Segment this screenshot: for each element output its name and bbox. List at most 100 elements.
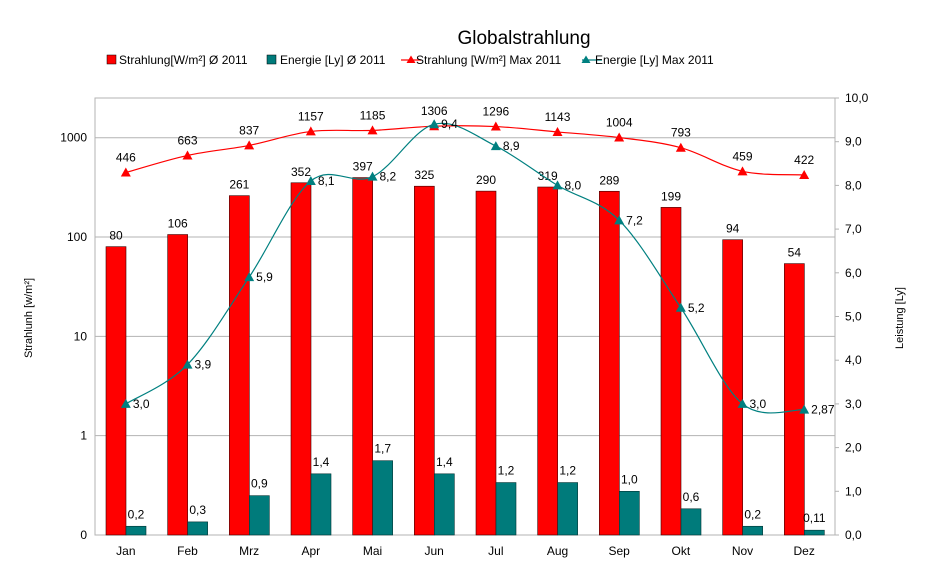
- y-right-tick-label: 9,0: [845, 135, 862, 149]
- y-axis-left-label: Strahlunh [w/m²]: [23, 278, 35, 358]
- marker-strahlung-max: [182, 150, 193, 160]
- bar-energie-avg: [249, 495, 270, 536]
- bar-energie-avg: [310, 473, 332, 536]
- point-label-energie-max: 5,9: [256, 270, 273, 284]
- y-left-tick-label: 1000: [60, 131, 87, 145]
- bar-label-energie-avg: 0,6: [683, 490, 700, 504]
- bar-energie-avg: [125, 525, 147, 536]
- x-tick-label: Aug: [547, 544, 568, 558]
- point-label-energie-max: 2,87: [811, 403, 835, 417]
- bar-label-energie-avg: 0,3: [189, 503, 206, 517]
- plot-frame: [94, 97, 836, 536]
- y-left-tick-label: 0: [80, 528, 87, 542]
- marker-energie-max: [120, 398, 131, 408]
- x-tick-label: Okt: [671, 544, 690, 558]
- line-strahlung-max: [125, 125, 805, 176]
- bar-label-strahlung-avg: 397: [353, 160, 373, 174]
- bar-label-strahlung-avg: 319: [538, 169, 558, 183]
- y-right-tick-label: 0,0: [845, 528, 862, 542]
- marker-energie-max: [429, 119, 440, 129]
- bar-label-strahlung-avg: 199: [661, 189, 681, 203]
- marker-strahlung-max: [614, 132, 625, 142]
- bar-strahlung-avg: [229, 195, 250, 536]
- bar-energie-avg: [619, 490, 640, 536]
- marker-energie-max: [367, 171, 378, 181]
- x-tick-label: Feb: [177, 544, 198, 558]
- marker-strahlung-max: [737, 166, 748, 176]
- bar-label-energie-avg: 1,2: [559, 464, 576, 478]
- bar-label-strahlung-avg: 352: [291, 165, 311, 179]
- bar-label-strahlung-avg: 80: [109, 229, 123, 243]
- bar-strahlung-avg: [599, 190, 620, 536]
- marker-energie-max: [675, 302, 686, 312]
- bar-label-strahlung-avg: 325: [414, 168, 434, 182]
- marker-energie-max: [799, 404, 810, 414]
- point-label-strahlung-max: 1296: [482, 105, 509, 119]
- y-left-tick-label: 10: [74, 329, 88, 343]
- point-label-strahlung-max: 459: [732, 149, 752, 163]
- legend-swatch-strahlung-avg: [106, 54, 117, 65]
- point-label-energie-max: 9,4: [441, 117, 458, 131]
- chart-title: Globalstrahlung: [457, 28, 590, 49]
- bar-label-strahlung-avg: 106: [168, 217, 188, 231]
- bar-strahlung-avg: [167, 234, 188, 536]
- marker-strahlung-max: [675, 142, 686, 152]
- bar-label-strahlung-avg: 290: [476, 173, 496, 187]
- point-label-energie-max: 8,2: [380, 170, 397, 184]
- marker-strahlung-max: [367, 125, 378, 135]
- marker-strahlung-max: [490, 121, 501, 131]
- bar-label-energie-avg: 1,2: [498, 464, 515, 478]
- marker-energie-max: [552, 180, 563, 190]
- marker-energie-max: [244, 272, 255, 282]
- point-label-strahlung-max: 1157: [298, 109, 324, 123]
- point-label-strahlung-max: 793: [671, 126, 691, 140]
- marker-energie-max: [305, 176, 316, 186]
- line-energie-max: [125, 122, 805, 414]
- legend-marker-energie-max: [581, 55, 591, 63]
- y-right-tick-label: 5,0: [845, 310, 862, 324]
- bar-energie-avg: [804, 529, 825, 536]
- bar-energie-avg: [434, 473, 455, 536]
- bar-energie-avg: [742, 525, 763, 536]
- legend-label-strahlung-avg: Strahlung[W/m²] Ø 2011: [119, 53, 248, 67]
- marker-strahlung-max: [244, 140, 255, 150]
- bar-label-energie-avg: 0,11: [803, 511, 826, 525]
- point-label-energie-max: 3,0: [133, 397, 150, 411]
- bar-strahlung-avg: [537, 186, 558, 536]
- bar-label-energie-avg: 1,4: [313, 455, 330, 469]
- bar-strahlung-avg: [290, 182, 312, 536]
- x-tick-label: Apr: [301, 544, 320, 558]
- bar-label-strahlung-avg: 289: [599, 173, 619, 187]
- point-label-energie-max: 5,2: [688, 301, 705, 315]
- point-label-energie-max: 7,2: [626, 213, 643, 227]
- marker-strahlung-max: [305, 126, 316, 136]
- bar-energie-avg: [680, 508, 702, 536]
- point-label-strahlung-max: 446: [116, 151, 136, 165]
- legend: Strahlung[W/m²] Ø 2011 Energie [Ly] Ø 20…: [106, 53, 714, 67]
- point-label-energie-max: 8,0: [565, 178, 582, 192]
- x-tick-label: Sep: [608, 544, 630, 558]
- legend-swatch-energie-avg: [266, 54, 277, 65]
- point-label-strahlung-max: 1306: [421, 104, 448, 118]
- y-right-tick-label: 7,0: [845, 222, 862, 236]
- x-tick-label: Jun: [424, 544, 443, 558]
- point-label-strahlung-max: 837: [239, 123, 259, 137]
- point-label-strahlung-max: 1004: [606, 116, 633, 130]
- x-tick-label: Dez: [793, 544, 814, 558]
- marker-strahlung-max: [120, 167, 131, 177]
- bar-label-strahlung-avg: 94: [726, 222, 740, 236]
- bar-label-energie-avg: 1,4: [436, 455, 453, 469]
- marker-strahlung-max: [799, 169, 810, 179]
- point-label-energie-max: 3,9: [195, 358, 212, 372]
- marker-energie-max: [737, 398, 748, 408]
- y-axis-right-label: Leistung [Ly]: [894, 287, 906, 349]
- y-right-tick-label: 3,0: [845, 397, 862, 411]
- marker-energie-max: [490, 141, 501, 151]
- bar-energie-avg: [187, 521, 208, 536]
- bar-label-energie-avg: 0,9: [251, 477, 268, 491]
- point-label-energie-max: 8,1: [318, 174, 335, 188]
- point-label-energie-max: 3,0: [750, 397, 767, 411]
- y-right-tick-label: 8,0: [845, 178, 862, 192]
- legend-label-energie-max: Energie [Ly] Max 2011: [595, 53, 714, 67]
